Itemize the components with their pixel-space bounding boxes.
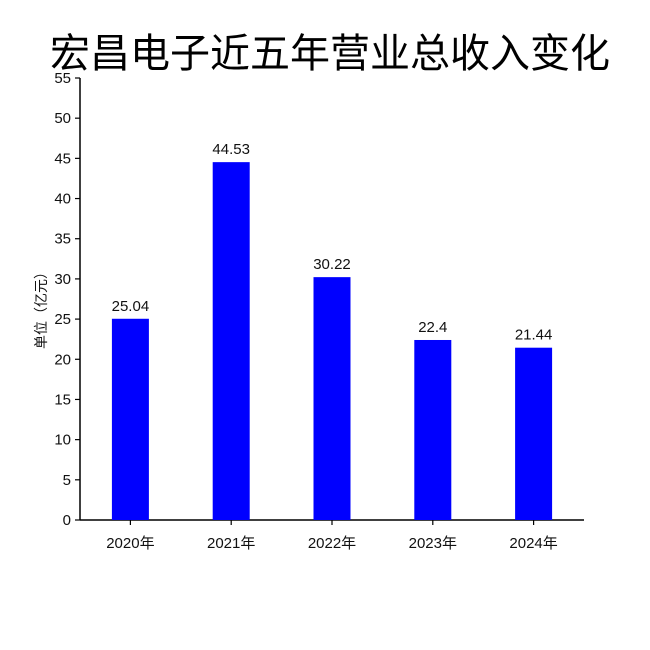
y-tick-label: 10: [54, 432, 71, 449]
bar-value-label: 22.4: [418, 319, 447, 336]
bar-value-label: 44.53: [212, 141, 250, 158]
y-tick-label: 25: [54, 311, 71, 328]
y-tick-label: 30: [54, 271, 71, 288]
bar: [111, 318, 149, 520]
y-tick-label: 20: [54, 351, 71, 368]
x-tick-label: 2023年: [409, 535, 457, 552]
x-tick-label: 2022年: [308, 535, 356, 552]
y-tick-label: 0: [63, 512, 71, 529]
bar: [313, 277, 351, 520]
x-tick-label: 2021年: [207, 535, 255, 552]
bar: [414, 339, 452, 520]
bar-value-label: 25.04: [112, 298, 150, 315]
y-tick-label: 55: [54, 70, 71, 87]
x-tick-label: 2020年: [106, 535, 154, 552]
plot-area: 0 5 10 15 20 25 30 35 40 45 50 55 2020年 25.04 2021年 44.…: [54, 70, 584, 552]
x-tick-label: 2024年: [509, 535, 557, 552]
y-tick-label: 15: [54, 391, 71, 408]
bar: [515, 347, 553, 520]
y-tick-label: 45: [54, 150, 71, 167]
y-axis-label: 单位（亿元）: [34, 265, 50, 349]
y-tick-label: 35: [54, 231, 71, 248]
bar-value-label: 21.44: [515, 327, 553, 344]
bar-value-label: 30.22: [313, 256, 351, 273]
bar: [212, 162, 250, 520]
chart-title: 宏昌电子近五年营业总收入变化: [50, 31, 610, 77]
y-tick-label: 5: [63, 472, 71, 489]
y-tick-label: 40: [54, 191, 71, 208]
y-tick-label: 50: [54, 110, 71, 127]
